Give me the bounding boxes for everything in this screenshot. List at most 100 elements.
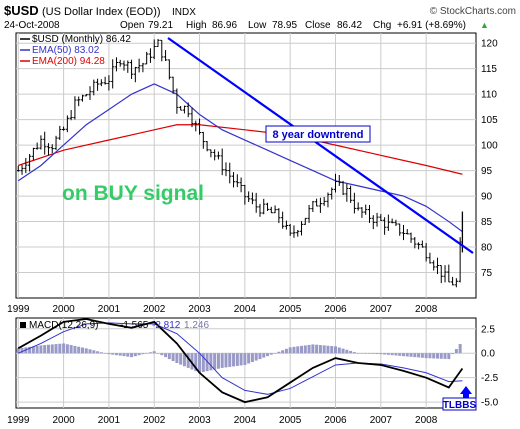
chg-label: Chg	[373, 20, 391, 31]
macd-histogram-bar	[31, 346, 35, 354]
macd-histogram-bar	[288, 347, 292, 354]
high-label: High	[186, 20, 207, 31]
macd-x-axis: 1999 2000 2001 2002 2003 2004 2005 2006 2007 2008	[7, 415, 438, 426]
macd-histogram-bar	[54, 344, 58, 354]
macd-x-tick: 2008	[415, 415, 438, 426]
macd-histogram-bar	[194, 353, 198, 372]
macd-histogram-bar	[458, 344, 462, 354]
price-y-tick: 110	[481, 90, 497, 101]
macd-histogram-bar	[432, 353, 436, 359]
instrument-name: (US Dollar Index (EOD))	[42, 6, 161, 18]
macd-histogram-bar	[269, 353, 273, 355]
macd-histogram-bar	[398, 353, 402, 356]
macd-line	[17, 318, 464, 404]
macd-histogram-bar	[141, 353, 145, 355]
macd-histogram-bar	[250, 353, 254, 363]
macd-histogram-bar	[315, 344, 319, 354]
macd-histogram-bar	[356, 353, 360, 354]
macd-histogram-bar	[130, 353, 134, 358]
macd-y-tick: 2.5	[481, 324, 495, 335]
macd-histogram-bar	[364, 353, 368, 354]
macd-histogram-bar	[224, 353, 228, 368]
macd-histogram-bar	[156, 353, 160, 354]
buy-signal-annotation: on BUY signal	[62, 182, 204, 205]
macd-histogram-bar	[118, 353, 122, 356]
macd-histogram-bar	[99, 352, 103, 354]
price-x-tick: 2002	[143, 304, 166, 315]
macd-histogram-bar	[424, 353, 428, 359]
macd-histogram-bar	[145, 353, 149, 354]
macd-histogram-bar	[186, 353, 190, 368]
legend-ema200: EMA(200) 94.28	[32, 56, 105, 67]
macd-histogram-bar	[65, 344, 69, 354]
macd-histogram-bar	[303, 345, 307, 354]
price-y-tick: 100	[481, 141, 498, 152]
macd-histogram-bar	[413, 353, 417, 358]
macd-histogram-bar	[243, 353, 247, 365]
downtrend-label: 8 year downtrend	[272, 129, 363, 141]
tlbbs-label-box	[442, 397, 477, 411]
legend-price: $USD (Monthly) 86.42	[32, 34, 131, 45]
macd-histogram-bar	[375, 353, 379, 355]
price-x-tick: 2006	[324, 304, 347, 315]
macd-histogram-bar	[88, 349, 92, 354]
price-y-tick: 115	[481, 64, 497, 75]
macd-x-tick: 2004	[234, 415, 257, 426]
price-panel: 75 80 85 90 95 100 105 110 115 120 1999 2000 2001 20…	[7, 32, 498, 315]
macd-histogram-bar	[443, 353, 447, 359]
macd-histogram-bar	[428, 353, 432, 359]
macd-histogram-bar	[379, 353, 383, 355]
macd-histogram-bar	[152, 351, 156, 354]
downtrend-line	[167, 37, 474, 254]
macd-histogram-bar	[307, 344, 311, 354]
price-x-axis: 1999 2000 2001 2002 2003 2004 2005 2006 2007 2008	[7, 304, 438, 315]
price-x-tick: 2004	[234, 304, 257, 315]
price-y-tick: 95	[481, 166, 493, 177]
quote-date: 24-Oct-2008	[4, 20, 60, 31]
macd-histogram-bar	[80, 347, 84, 354]
macd-histogram-bar	[96, 351, 100, 354]
macd-histogram-bar	[43, 345, 47, 354]
price-legend: $USD (Monthly) 86.42 EMA(50) 83.02 EMA(2…	[20, 34, 131, 67]
price-series	[16, 38, 464, 288]
macd-histogram-bar	[111, 353, 115, 355]
macd-histogram-bar	[258, 353, 262, 360]
macd-histogram-bar	[352, 352, 356, 354]
macd-histogram-bar	[216, 353, 220, 369]
close-label: Close	[305, 20, 331, 31]
macd-histogram-bar	[198, 353, 202, 373]
macd-x-tick: 2001	[98, 415, 121, 426]
macd-histogram-bar	[284, 348, 288, 354]
price-y-tick: 85	[481, 217, 493, 228]
macd-histogram-bar	[300, 345, 304, 354]
macd-histogram-bar	[334, 346, 338, 354]
macd-histogram-bar	[447, 353, 451, 360]
macd-histogram-bar	[235, 353, 239, 366]
low-label: Low	[248, 20, 267, 31]
macd-histogram-bar	[39, 345, 43, 354]
macd-x-tick: 2003	[188, 415, 211, 426]
macd-histogram-bar	[209, 353, 213, 371]
price-x-tick: 2008	[415, 304, 438, 315]
macd-histogram-bar	[122, 353, 126, 357]
exchange: INDX	[172, 7, 196, 18]
legend-histogram-value: 1.246	[184, 320, 209, 331]
macd-histogram-bar	[92, 350, 96, 354]
macd-histogram-bar	[164, 353, 168, 358]
macd-histogram-bar	[107, 353, 111, 355]
macd-histogram-bar	[417, 353, 421, 358]
price-grid	[16, 33, 476, 298]
macd-histogram-bar	[439, 353, 443, 359]
macd-histogram-bar	[58, 343, 62, 354]
macd-histogram-bar	[349, 350, 353, 354]
macd-histogram-bar	[318, 345, 322, 354]
macd-histogram-bar	[409, 353, 413, 357]
macd-histogram-bar	[114, 353, 118, 356]
macd-histogram-bar	[228, 353, 232, 367]
macd-histogram-bar	[296, 346, 300, 354]
low-value: 78.95	[272, 20, 297, 31]
legend-macd-params: MACD(12,26,9)	[29, 320, 98, 331]
symbol: $USD	[4, 3, 39, 18]
macd-histogram-bar	[133, 353, 137, 357]
